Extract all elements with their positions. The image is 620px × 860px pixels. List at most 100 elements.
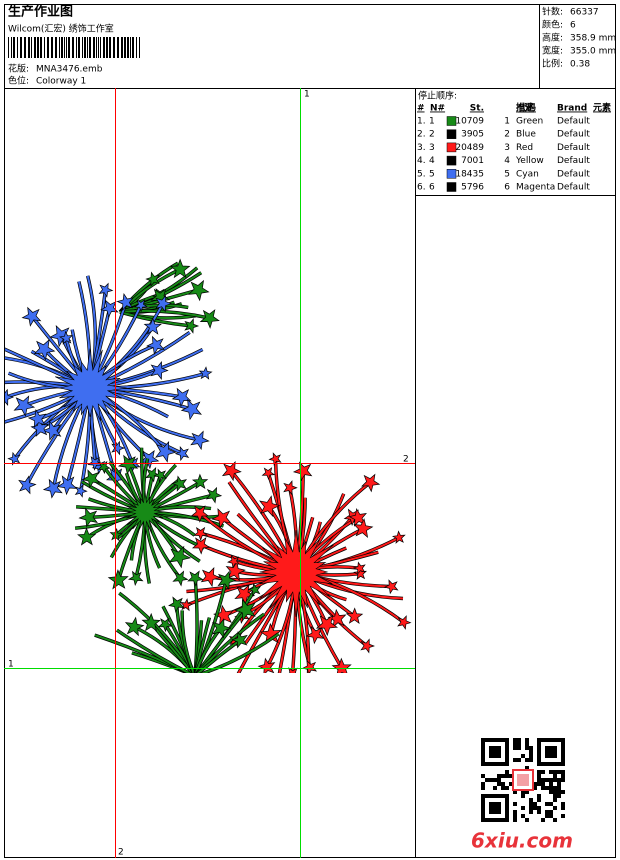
barcode-bar [84,37,86,58]
qr-cell [501,774,505,778]
qr-cell [557,770,561,774]
star [391,530,406,544]
barcode-bar [51,37,53,58]
qr-cell [537,798,541,802]
star [187,570,204,587]
color-swatch [446,116,457,126]
qr-cell [517,758,521,762]
star [180,398,202,421]
info-value: 6 [570,21,576,31]
star [257,657,276,673]
color-swatch [446,129,457,139]
qr-cell [561,774,565,778]
star [259,495,281,518]
qr-cell [561,790,565,794]
star [292,461,313,482]
star [261,467,276,481]
qr-cell [541,818,545,822]
table-cell: 5. [417,169,426,179]
table-cell: Cyan [516,169,539,179]
qr-cell [537,778,541,782]
ray [181,610,195,673]
barcode-bar [103,37,105,58]
qr-cell [517,746,521,750]
qr-cell [513,810,517,814]
qr-cell [517,738,521,742]
qr-cell [553,794,557,798]
qr-cell [545,786,549,790]
star [345,607,364,625]
barcode-bar [59,37,60,58]
qr-cell [549,770,553,774]
table-cell: Default [557,130,590,140]
qr-cell [549,802,553,806]
qr-cell [521,794,525,798]
qr-cell [513,758,517,762]
barcode-bar [31,37,32,58]
star [227,554,241,569]
table-cell: Blue [516,130,536,140]
qr-cell [557,794,561,798]
star [268,452,282,466]
star [77,527,97,546]
star [33,339,56,361]
qr-cell [505,774,509,778]
column-header: 代码 [517,102,536,114]
qr-cell [513,818,517,822]
qr-cell [561,806,565,810]
star [157,617,173,633]
qr-cell [501,782,505,786]
qr-cell [537,810,541,814]
qr-cell [509,774,513,778]
qr-cell [561,778,565,782]
color-swatch [446,155,457,166]
qr-cell [525,790,529,794]
watermark: 6xiu.com [471,829,573,853]
star [81,469,101,489]
table-cell: Yellow [515,156,544,166]
qr-cell [533,782,537,786]
barcode-bar [28,37,30,58]
table-cell: 1. [417,117,426,127]
qr-cell [537,774,541,778]
barcode-bar [20,37,22,58]
qr-cell [553,774,557,778]
qr-cell [541,782,545,786]
qr-cell [513,746,517,750]
star [361,473,381,493]
qr-cell [553,770,557,774]
star [27,409,47,429]
table-cell: 4 [429,156,435,166]
qr-cell [529,758,533,762]
star [190,505,209,523]
table-cell: 6. [417,183,426,193]
qr-cell [549,790,553,794]
info-value: 358.9 mm [570,34,616,44]
qr-cell [497,778,501,782]
table-cell: 6 [429,183,435,193]
star [193,526,209,542]
barcode-bar [78,37,80,58]
color-swatch [446,142,457,153]
design-label: 花版: [8,63,29,75]
barcode-bar [100,37,101,58]
column-header: St. [470,104,484,114]
qr-cell [517,742,521,746]
table-cell: 18435 [455,169,484,179]
star [134,299,148,313]
qr-cell [549,782,553,786]
barcode-bar [106,37,108,58]
star [169,258,191,279]
table-cell: 20489 [455,143,484,153]
barcode-bar [82,37,83,58]
star [199,309,220,329]
barcode-bar [72,37,74,58]
table-cell: Magenta [516,183,555,193]
qr-cell [541,786,545,790]
star [13,395,36,417]
info-label: 颜色: [542,19,563,31]
barcode [8,37,140,58]
table-cell: 5 [429,169,435,179]
ray [119,309,210,320]
qr-cell [537,770,541,774]
